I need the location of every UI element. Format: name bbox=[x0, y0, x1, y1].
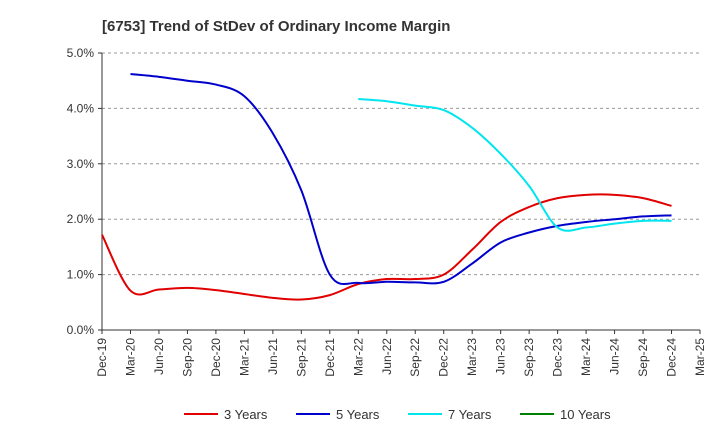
x-tick-label: Jun-21 bbox=[266, 338, 280, 375]
x-tick-label: Dec-23 bbox=[551, 338, 565, 377]
x-tick-label: Sep-21 bbox=[294, 338, 308, 377]
chart-title: [6753] Trend of StDev of Ordinary Income… bbox=[102, 18, 450, 35]
x-tick-label: Mar-24 bbox=[579, 338, 593, 376]
axes bbox=[101, 53, 700, 331]
x-tick-label: Mar-21 bbox=[237, 338, 251, 376]
x-tick-label: Sep-23 bbox=[522, 338, 536, 377]
x-tick-label: Mar-23 bbox=[465, 338, 479, 376]
x-tick-label: Jun-24 bbox=[608, 338, 622, 375]
x-tick-label: Jun-23 bbox=[494, 338, 508, 375]
x-tick-label: Sep-20 bbox=[180, 338, 194, 377]
legend-label: 10 Years bbox=[560, 407, 611, 422]
legend: 3 Years 5 Years 7 Years 10 Years bbox=[184, 407, 611, 422]
x-tick-label: Sep-22 bbox=[408, 338, 422, 377]
x-tick-label: Dec-24 bbox=[665, 338, 679, 377]
x-tick-label: Mar-25 bbox=[693, 338, 707, 376]
x-tick-label: Jun-20 bbox=[152, 338, 166, 375]
series-line-1 bbox=[130, 73, 672, 286]
x-tick-label: Jun-22 bbox=[380, 338, 394, 375]
x-tick-label: Dec-21 bbox=[323, 338, 337, 377]
y-tick-label: 2.0% bbox=[67, 212, 95, 226]
y-tick-label: 4.0% bbox=[67, 101, 95, 115]
y-axis-ticks: 0.0% 1.0% 2.0% 3.0% 4.0% 5.0% bbox=[67, 46, 102, 337]
grid bbox=[102, 52, 700, 276]
y-tick-label: 0.0% bbox=[67, 323, 95, 337]
x-tick-label: Dec-22 bbox=[437, 338, 451, 377]
y-tick-label: 3.0% bbox=[67, 157, 95, 171]
x-tick-label: Dec-20 bbox=[209, 338, 223, 377]
series-line-0 bbox=[101, 193, 672, 301]
series-lines bbox=[101, 73, 672, 301]
y-tick-label: 1.0% bbox=[67, 268, 95, 282]
x-tick-label: Sep-24 bbox=[636, 338, 650, 377]
legend-label: 3 Years bbox=[224, 407, 268, 422]
x-tick-label: Mar-20 bbox=[123, 338, 137, 376]
y-tick-label: 5.0% bbox=[67, 46, 95, 60]
x-tick-label: Mar-22 bbox=[351, 338, 365, 376]
series-line-2 bbox=[358, 97, 672, 232]
legend-label: 7 Years bbox=[448, 407, 492, 422]
x-axis-ticks: Dec-19 Mar-20 Jun-20 Sep-20 Dec-20 Mar-21 Jun-… bbox=[95, 330, 707, 377]
x-tick-label: Dec-19 bbox=[95, 338, 109, 377]
legend-label: 5 Years bbox=[336, 407, 380, 422]
